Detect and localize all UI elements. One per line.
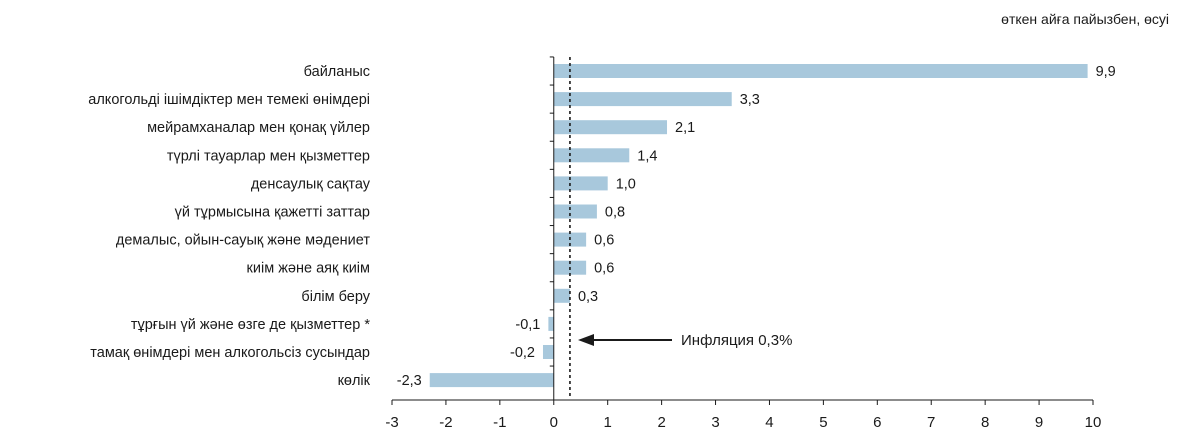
category-label: байланыс bbox=[304, 64, 370, 80]
category-label: түрлі тауарлар мен қызметтер bbox=[167, 148, 370, 164]
category-label: демалыс, ойын-сауық және мәдениет bbox=[116, 233, 370, 249]
x-tick-label: -3 bbox=[385, 414, 398, 431]
x-tick-label: 0 bbox=[550, 414, 558, 431]
bar bbox=[553, 120, 668, 135]
bar bbox=[553, 204, 597, 219]
data-label: 3,3 bbox=[740, 92, 760, 108]
data-label: -2,3 bbox=[397, 373, 422, 389]
category-label: көлік bbox=[338, 373, 371, 389]
x-tick-label: -2 bbox=[439, 414, 452, 431]
data-label: 2,1 bbox=[675, 120, 695, 136]
x-tick-label: 1 bbox=[604, 414, 612, 431]
category-label: білім беру bbox=[301, 289, 370, 305]
category-label: үй тұрмысына қажетті заттар bbox=[175, 205, 370, 221]
data-label: 0,8 bbox=[605, 205, 625, 221]
x-tick-label: 5 bbox=[819, 414, 827, 431]
bar bbox=[553, 176, 608, 191]
data-label: 9,9 bbox=[1096, 64, 1116, 80]
x-tick-label: 9 bbox=[1035, 414, 1043, 431]
bar bbox=[429, 373, 554, 388]
x-tick-label: -1 bbox=[493, 414, 506, 431]
bar bbox=[553, 64, 1088, 78]
x-tick-label: 6 bbox=[873, 414, 881, 431]
bar bbox=[553, 288, 570, 303]
category-label: алкогольді ішімдіктер мен темекі өнімдер… bbox=[88, 92, 370, 108]
x-tick-label: 10 bbox=[1085, 414, 1102, 431]
x-tick-label: 4 bbox=[765, 414, 773, 431]
x-tick-label: 2 bbox=[657, 414, 665, 431]
inflation-arrow-head bbox=[578, 334, 594, 346]
data-label: 1,0 bbox=[616, 176, 636, 192]
data-label: 0,6 bbox=[594, 233, 614, 249]
category-label: денсаулық сақтау bbox=[251, 176, 371, 192]
bar bbox=[548, 316, 554, 331]
inflation-label: Инфляция 0,3% bbox=[681, 332, 792, 349]
category-label: мейрамханалар мен қонақ үйлер bbox=[147, 120, 370, 136]
data-label: -0,2 bbox=[510, 345, 535, 361]
x-tick-label: 7 bbox=[927, 414, 935, 431]
category-label: тамақ өнімдері мен алкогольсіз сусындар bbox=[90, 345, 370, 361]
data-label: 0,3 bbox=[578, 289, 598, 305]
x-tick-label: 8 bbox=[981, 414, 989, 431]
x-tick-label: 3 bbox=[711, 414, 719, 431]
bar bbox=[553, 148, 630, 163]
unit-label: өткен айға пайызбен, өсуі bbox=[1001, 11, 1169, 27]
data-label: 1,4 bbox=[637, 148, 657, 164]
category-label: киім және аяқ киім bbox=[247, 261, 370, 277]
bar bbox=[553, 92, 732, 107]
category-label: тұрғын үй және өзге де қызметтер * bbox=[131, 317, 371, 333]
bar bbox=[542, 345, 554, 359]
data-label: 0,6 bbox=[594, 261, 614, 277]
data-label: -0,1 bbox=[515, 317, 540, 333]
